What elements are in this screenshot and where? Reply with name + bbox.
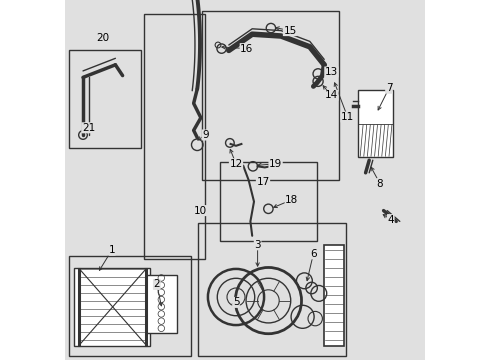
Text: 13: 13 bbox=[325, 67, 338, 77]
Text: 8: 8 bbox=[377, 179, 383, 189]
Bar bbox=[358, 90, 392, 157]
Text: 16: 16 bbox=[240, 44, 253, 54]
Text: 6: 6 bbox=[310, 249, 317, 259]
Bar bbox=[144, 14, 205, 259]
Text: 15: 15 bbox=[283, 26, 296, 36]
Bar bbox=[69, 256, 191, 356]
Text: 3: 3 bbox=[254, 240, 261, 250]
Text: 11: 11 bbox=[341, 112, 354, 122]
Text: 14: 14 bbox=[325, 90, 338, 100]
Text: 1: 1 bbox=[108, 245, 115, 255]
Text: 19: 19 bbox=[269, 159, 282, 169]
Text: 4: 4 bbox=[388, 215, 394, 225]
Bar bbox=[220, 162, 317, 241]
Bar bbox=[198, 223, 346, 356]
Text: 2: 2 bbox=[153, 279, 160, 289]
Text: 18: 18 bbox=[285, 195, 298, 205]
Text: 7: 7 bbox=[386, 83, 392, 93]
Text: 17: 17 bbox=[256, 177, 270, 187]
Bar bbox=[324, 245, 344, 346]
Text: 21: 21 bbox=[82, 123, 95, 133]
Text: 9: 9 bbox=[202, 130, 209, 140]
Bar bbox=[69, 50, 141, 148]
Text: 20: 20 bbox=[96, 33, 109, 43]
Text: 5: 5 bbox=[233, 297, 239, 307]
Text: 10: 10 bbox=[194, 206, 207, 216]
Bar bbox=[202, 11, 339, 180]
Bar bbox=[74, 268, 149, 346]
Bar bbox=[146, 275, 176, 333]
Text: 12: 12 bbox=[229, 159, 243, 169]
